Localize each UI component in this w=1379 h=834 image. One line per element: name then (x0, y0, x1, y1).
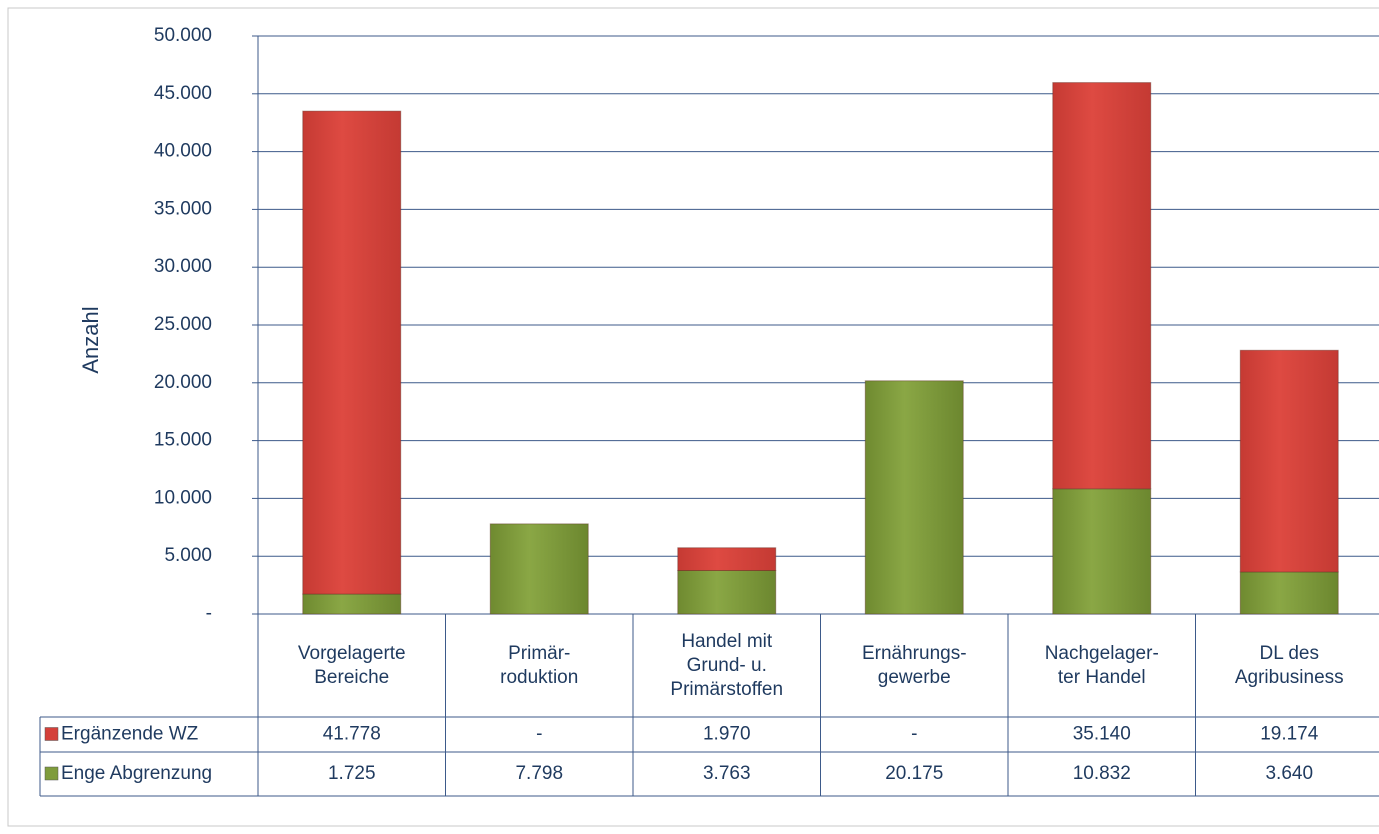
data-label: 35.140 (1073, 724, 1131, 745)
legend-label: Ergänzende WZ (61, 724, 199, 745)
y-tick-label: 45.000 (154, 83, 212, 104)
legend-key (44, 727, 59, 741)
y-tick-label: 15.000 (154, 430, 212, 451)
x-tick-label: Vorgelagerte Bereiche (297, 642, 406, 688)
bar-segment (864, 380, 964, 615)
x-tick-label: Ernährungs- gewerbe (861, 642, 967, 688)
data-label: 7.798 (515, 763, 563, 784)
y-tick-label: 40.000 (154, 141, 212, 162)
data-label: 1.725 (328, 763, 376, 784)
data-label: - (911, 724, 917, 745)
bar-segment (1052, 82, 1152, 490)
bar-segment (302, 593, 402, 615)
bar-segment (1239, 571, 1339, 615)
bar-segment (1239, 349, 1339, 573)
y-tick-label: 50.000 (154, 25, 212, 46)
data-label: 10.832 (1073, 763, 1131, 784)
data-label: 19.174 (1260, 724, 1319, 745)
data-label: 3.640 (1265, 763, 1313, 784)
legend-key (44, 766, 59, 781)
x-tick-label: Nachgelager- ter Handel (1044, 642, 1159, 688)
x-tick-label: DL des Agribusiness (1234, 642, 1344, 688)
data-label: 3.763 (703, 763, 751, 784)
y-tick-label: 5.000 (164, 545, 212, 566)
bar-segment (489, 523, 589, 615)
y-tick-label: 10.000 (154, 487, 212, 508)
data-label: 1.970 (703, 724, 751, 745)
data-label: 41.778 (323, 724, 381, 745)
x-tick-label: Primär- roduktion (500, 642, 579, 688)
frame (7, 7, 1379, 827)
x-tick-label: Handel mit Grund- u. Primärstoffen (670, 630, 784, 700)
y-tick-label: 20.000 (154, 372, 212, 393)
data-label: - (536, 724, 542, 745)
data-label: 20.175 (885, 763, 943, 784)
y-tick-label: 30.000 (154, 256, 212, 277)
bar-segment (1052, 488, 1152, 615)
bar-segment (677, 569, 777, 615)
bar-segment (302, 110, 402, 595)
y-tick-label: - (206, 603, 212, 624)
y-tick-label: 25.000 (154, 314, 212, 335)
legend-label: Enge Abgrenzung (61, 763, 212, 784)
bar-segment (677, 547, 777, 571)
y-axis-label: Anzahl (78, 306, 103, 373)
y-tick-label: 35.000 (154, 198, 212, 219)
